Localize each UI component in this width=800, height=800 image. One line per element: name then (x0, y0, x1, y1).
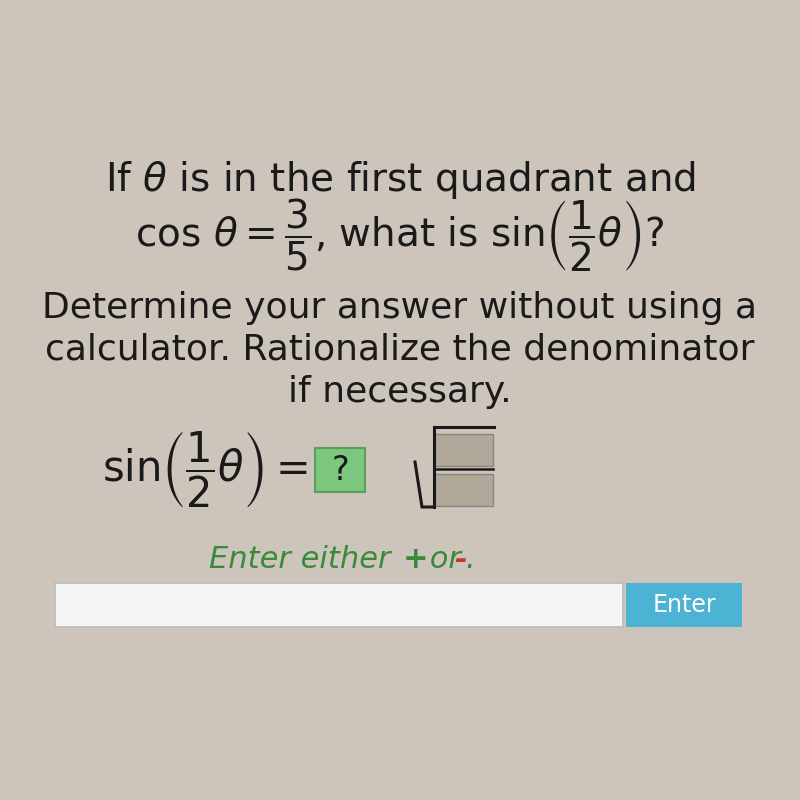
Text: or: or (420, 546, 470, 574)
FancyBboxPatch shape (626, 583, 742, 627)
Text: $\cos\,\theta = \dfrac{3}{5}$, what is $\sin\!\left(\dfrac{1}{2}\theta\right)$?: $\cos\,\theta = \dfrac{3}{5}$, what is $… (135, 197, 665, 274)
FancyBboxPatch shape (435, 434, 493, 466)
Text: $\mathrm{sin}\left(\dfrac{1}{2}\theta\right) =$: $\mathrm{sin}\left(\dfrac{1}{2}\theta\ri… (102, 430, 308, 510)
Text: if necessary.: if necessary. (288, 375, 512, 409)
Text: Enter either: Enter either (209, 546, 400, 574)
Text: -: - (454, 546, 466, 574)
FancyBboxPatch shape (315, 448, 365, 492)
Text: calculator. Rationalize the denominator: calculator. Rationalize the denominator (46, 333, 754, 367)
Text: Determine your answer without using a: Determine your answer without using a (42, 291, 758, 325)
FancyBboxPatch shape (435, 474, 493, 506)
Text: Enter: Enter (652, 593, 716, 617)
Text: +: + (403, 546, 429, 574)
Text: ?: ? (331, 454, 349, 486)
Text: If $\theta$ is in the first quadrant and: If $\theta$ is in the first quadrant and (105, 159, 695, 201)
FancyBboxPatch shape (55, 583, 623, 627)
Text: .: . (465, 546, 474, 574)
